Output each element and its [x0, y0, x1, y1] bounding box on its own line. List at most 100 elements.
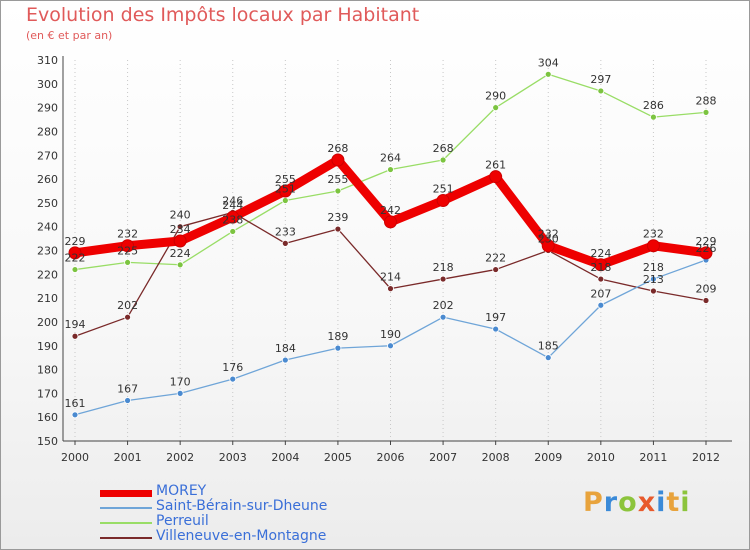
data-label-villeneuve-en-montagne: 194 — [65, 318, 86, 331]
x-tick-label: 2002 — [166, 451, 194, 464]
data-point-morey — [226, 210, 240, 224]
data-point-villeneuve-en-montagne — [334, 225, 342, 233]
data-label-saint-b-rain-sur-dheune: 170 — [170, 375, 191, 388]
x-tick-label: 2006 — [377, 451, 405, 464]
x-tick-label: 2008 — [482, 451, 510, 464]
chart-title: Evolution des Impôts locaux par Habitant — [26, 4, 420, 26]
legend-swatch-villeneuve — [100, 537, 152, 539]
data-point-morey — [331, 153, 345, 167]
data-label-villeneuve-en-montagne: 214 — [380, 271, 401, 284]
y-tick-label: 280 — [37, 125, 58, 138]
data-label-perreuil: 264 — [380, 152, 401, 165]
data-label-perreuil: 268 — [433, 142, 454, 155]
x-tick-label: 2003 — [219, 451, 247, 464]
data-point-saint-b-rain-sur-dheune — [229, 375, 237, 383]
data-point-perreuil — [124, 259, 131, 266]
data-point-saint-b-rain-sur-dheune — [176, 389, 184, 397]
legend-label-morey: MOREY — [156, 483, 207, 499]
y-tick-label: 210 — [37, 292, 58, 305]
legend-label-perreuil: Perreuil — [156, 513, 209, 529]
data-point-perreuil — [439, 156, 447, 164]
data-label-villeneuve-en-montagne: 209 — [696, 283, 717, 296]
data-point-villeneuve-en-montagne — [597, 275, 605, 283]
data-label-morey: 244 — [222, 199, 243, 212]
data-label-perreuil: 251 — [275, 182, 296, 195]
data-point-perreuil — [176, 261, 184, 269]
data-label-saint-b-rain-sur-dheune: 184 — [275, 342, 296, 355]
y-tick-label: 170 — [37, 387, 58, 400]
x-tick-label: 2001 — [114, 451, 142, 464]
data-point-perreuil — [650, 113, 657, 121]
data-label-saint-b-rain-sur-dheune: 207 — [590, 287, 611, 300]
x-tick-label: 2004 — [271, 451, 299, 464]
data-label-perreuil: 222 — [65, 252, 86, 265]
data-label-saint-b-rain-sur-dheune: 176 — [222, 361, 243, 374]
y-tick-label: 220 — [37, 268, 58, 281]
data-label-villeneuve-en-montagne: 230 — [538, 233, 559, 246]
legend-swatch-morey — [100, 490, 152, 497]
legend-item-perreuil[interactable]: Perreuil — [100, 513, 360, 531]
data-point-perreuil — [492, 104, 500, 112]
data-point-villeneuve-en-montagne — [281, 239, 289, 247]
data-point-morey — [646, 239, 660, 253]
data-point-morey — [436, 193, 450, 207]
data-point-saint-b-rain-sur-dheune — [544, 354, 552, 362]
legend-item-villeneuve[interactable]: Villeneuve-en-Montagne — [100, 528, 360, 546]
data-label-perreuil: 255 — [327, 173, 348, 186]
data-point-saint-b-rain-sur-dheune — [597, 301, 605, 309]
y-tick-label: 150 — [37, 435, 58, 448]
legend-swatch-saint-berain — [100, 507, 152, 509]
data-point-saint-b-rain-sur-dheune — [439, 313, 447, 321]
y-tick-label: 290 — [37, 102, 58, 115]
data-point-morey — [278, 184, 292, 198]
data-point-villeneuve-en-montagne — [387, 285, 394, 293]
data-point-perreuil — [71, 266, 79, 273]
legend-item-morey[interactable]: MOREY — [100, 483, 360, 501]
data-point-villeneuve-en-montagne — [124, 313, 131, 321]
data-point-perreuil — [702, 108, 710, 116]
legend: MOREY Saint-Bérain-sur-Dheune Perreuil V… — [100, 483, 360, 546]
y-tick-label: 190 — [37, 340, 58, 353]
legend-item-saint-berain[interactable]: Saint-Bérain-sur-Dheune — [100, 498, 360, 516]
x-tick-label: 2009 — [534, 451, 562, 464]
data-label-morey: 232 — [643, 228, 664, 241]
data-label-perreuil: 238 — [222, 213, 243, 226]
data-point-villeneuve-en-montagne — [71, 332, 79, 340]
data-label-morey: 251 — [433, 182, 454, 195]
data-label-saint-b-rain-sur-dheune: 226 — [696, 242, 717, 255]
proxiti-logo: Proxiti — [583, 487, 691, 518]
data-label-perreuil: 290 — [485, 90, 506, 103]
data-label-morey: 261 — [485, 159, 506, 172]
x-tick-label: 2007 — [429, 451, 457, 464]
data-label-villeneuve-en-montagne: 233 — [275, 225, 296, 238]
data-label-saint-b-rain-sur-dheune: 190 — [380, 328, 401, 341]
axes: 150 160 170 180 190 200 210 220 230 240 250 260 270 2… — [37, 54, 732, 464]
data-point-villeneuve-en-montagne — [492, 266, 500, 273]
logo-letter: t — [666, 487, 681, 518]
data-point-villeneuve-en-montagne — [650, 287, 657, 295]
legend-label-saint-berain: Saint-Bérain-sur-Dheune — [156, 498, 328, 514]
y-tick-label: 270 — [37, 149, 58, 162]
data-point-morey — [541, 239, 555, 253]
data-label-morey: 229 — [696, 235, 717, 248]
data-point-villeneuve-en-montagne — [176, 223, 184, 231]
data-point-perreuil — [229, 228, 237, 235]
data-label-perreuil: 297 — [590, 73, 611, 86]
y-tick-label: 300 — [37, 78, 58, 91]
data-point-saint-b-rain-sur-dheune — [124, 397, 131, 404]
data-label-morey: 234 — [170, 223, 191, 236]
data-point-morey — [173, 234, 187, 248]
data-point-perreuil — [544, 70, 552, 78]
data-label-morey: 229 — [65, 235, 86, 248]
data-label-saint-b-rain-sur-dheune: 189 — [327, 330, 348, 343]
data-label-villeneuve-en-montagne: 218 — [433, 261, 454, 274]
x-tick-label: 2005 — [324, 451, 352, 464]
data-label-villeneuve-en-montagne: 239 — [327, 211, 348, 224]
data-point-saint-b-rain-sur-dheune — [334, 344, 342, 352]
data-point-perreuil — [334, 187, 342, 195]
data-point-saint-b-rain-sur-dheune — [492, 325, 500, 333]
data-label-villeneuve-en-montagne: 222 — [485, 252, 506, 265]
y-tick-label: 180 — [37, 364, 58, 377]
data-point-perreuil — [597, 87, 605, 95]
